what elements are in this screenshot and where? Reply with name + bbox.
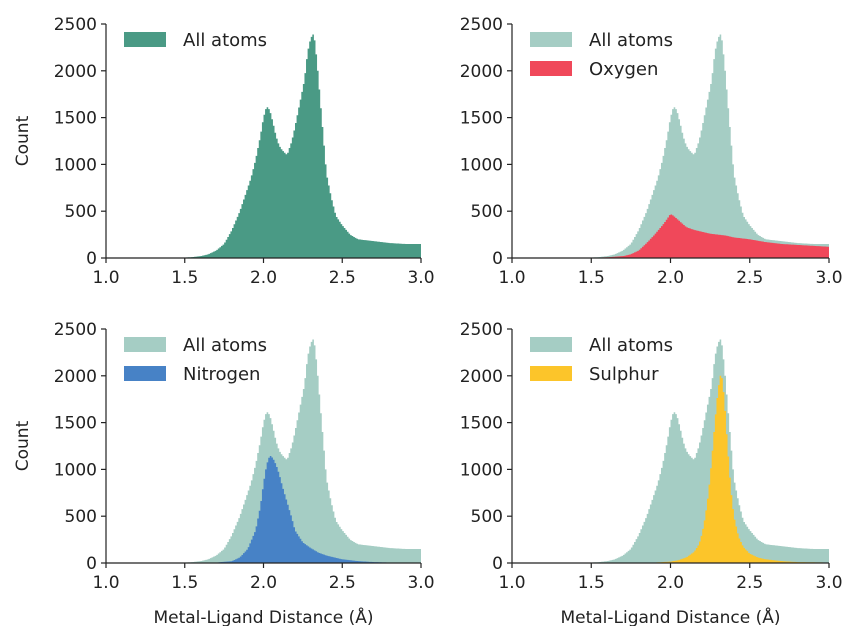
y-tick-label: 1500: [460, 414, 503, 434]
legend-label: All atoms: [183, 335, 267, 356]
x-tick-label: 2.5: [329, 268, 356, 288]
x-tick-label: 2.0: [657, 573, 684, 593]
x-tick-label: 3.0: [407, 573, 434, 593]
y-tick-label: 0: [86, 249, 97, 269]
y-tick-label: 2000: [460, 62, 503, 82]
y-tick-label: 500: [65, 202, 97, 222]
x-tick-label: 2.5: [736, 573, 763, 593]
y-tick-label: 2000: [54, 62, 97, 82]
y-tick-label: 2500: [460, 15, 503, 35]
x-tick-label: 2.0: [657, 268, 684, 288]
panel-top-right: 1.0 1.5 2.0 2.5 3.0 0 500 1000 1500 2000 2500 All a…: [460, 15, 843, 288]
histogram-series-all-atoms: [106, 34, 421, 258]
x-tick-label: 1.0: [92, 573, 119, 593]
legend-swatch: [124, 32, 166, 47]
legend-swatch: [124, 337, 166, 352]
x-tick-label: 1.5: [171, 268, 198, 288]
x-axis-label: Metal-Ligand Distance (Å): [153, 606, 373, 626]
x-tick-label: 2.0: [250, 268, 277, 288]
x-tick-label: 2.5: [736, 268, 763, 288]
y-tick-label: 1500: [54, 414, 97, 434]
x-axis-label: Metal-Ligand Distance (Å): [560, 606, 780, 626]
y-tick-label: 500: [471, 202, 503, 222]
x-tick-label: 2.0: [250, 573, 277, 593]
x-tick-label: 1.0: [498, 268, 525, 288]
histogram-series-oxygen: [512, 214, 829, 258]
y-tick-label: 1500: [54, 109, 97, 129]
y-tick-label: 0: [86, 554, 97, 574]
y-tick-label: 0: [492, 249, 503, 269]
x-tick-label: 3.0: [815, 268, 842, 288]
legend-label: Oxygen: [589, 59, 658, 80]
x-tick-label: 3.0: [815, 573, 842, 593]
histogram-series-all-atoms: [512, 34, 829, 258]
y-tick-label: 500: [471, 507, 503, 527]
legend-label: All atoms: [589, 335, 673, 356]
legend-swatch: [530, 337, 572, 352]
x-tick-label: 1.0: [498, 573, 525, 593]
x-tick-label: 1.0: [92, 268, 119, 288]
x-tick-label: 1.5: [578, 573, 605, 593]
y-tick-label: 0: [492, 554, 503, 574]
y-tick-label: 1500: [460, 109, 503, 129]
histogram-series-all-atoms: [106, 339, 421, 563]
legend-label: Nitrogen: [183, 364, 260, 385]
x-tick-label: 2.5: [329, 573, 356, 593]
panel-bottom-left: 1.0 1.5 2.0 2.5 3.0 0 500 1000 1500 2000 2500 Count…: [13, 320, 435, 626]
x-tick-label: 3.0: [407, 268, 434, 288]
y-axis-label: Count: [13, 420, 33, 471]
legend-label: Sulphur: [589, 364, 659, 385]
x-tick-label: 1.5: [578, 268, 605, 288]
legend-label: All atoms: [589, 30, 673, 51]
legend-swatch: [124, 366, 166, 381]
legend-swatch: [530, 32, 572, 47]
legend-swatch: [530, 61, 572, 76]
y-tick-label: 500: [65, 507, 97, 527]
panel-top-left: 1.0 1.5 2.0 2.5 3.0 0 500 1000 1500 2000 2500 Count…: [13, 15, 435, 288]
y-tick-label: 2500: [54, 320, 97, 340]
legend-label: All atoms: [183, 30, 267, 51]
y-tick-label: 1000: [460, 460, 503, 480]
y-tick-label: 2000: [460, 367, 503, 387]
y-tick-label: 2500: [460, 320, 503, 340]
y-tick-label: 1000: [460, 155, 503, 175]
panel-bottom-right: 1.0 1.5 2.0 2.5 3.0 0 500 1000 1500 2000 2500 Metal…: [460, 320, 843, 626]
histogram-series-nitrogen: [106, 456, 421, 563]
y-tick-label: 1000: [54, 155, 97, 175]
y-tick-label: 1000: [54, 460, 97, 480]
y-axis-label: Count: [13, 115, 33, 166]
x-tick-label: 1.5: [171, 573, 198, 593]
legend-swatch: [530, 366, 572, 381]
y-tick-label: 2000: [54, 367, 97, 387]
y-tick-label: 2500: [54, 15, 97, 35]
histogram-series-all-atoms: [512, 339, 829, 563]
